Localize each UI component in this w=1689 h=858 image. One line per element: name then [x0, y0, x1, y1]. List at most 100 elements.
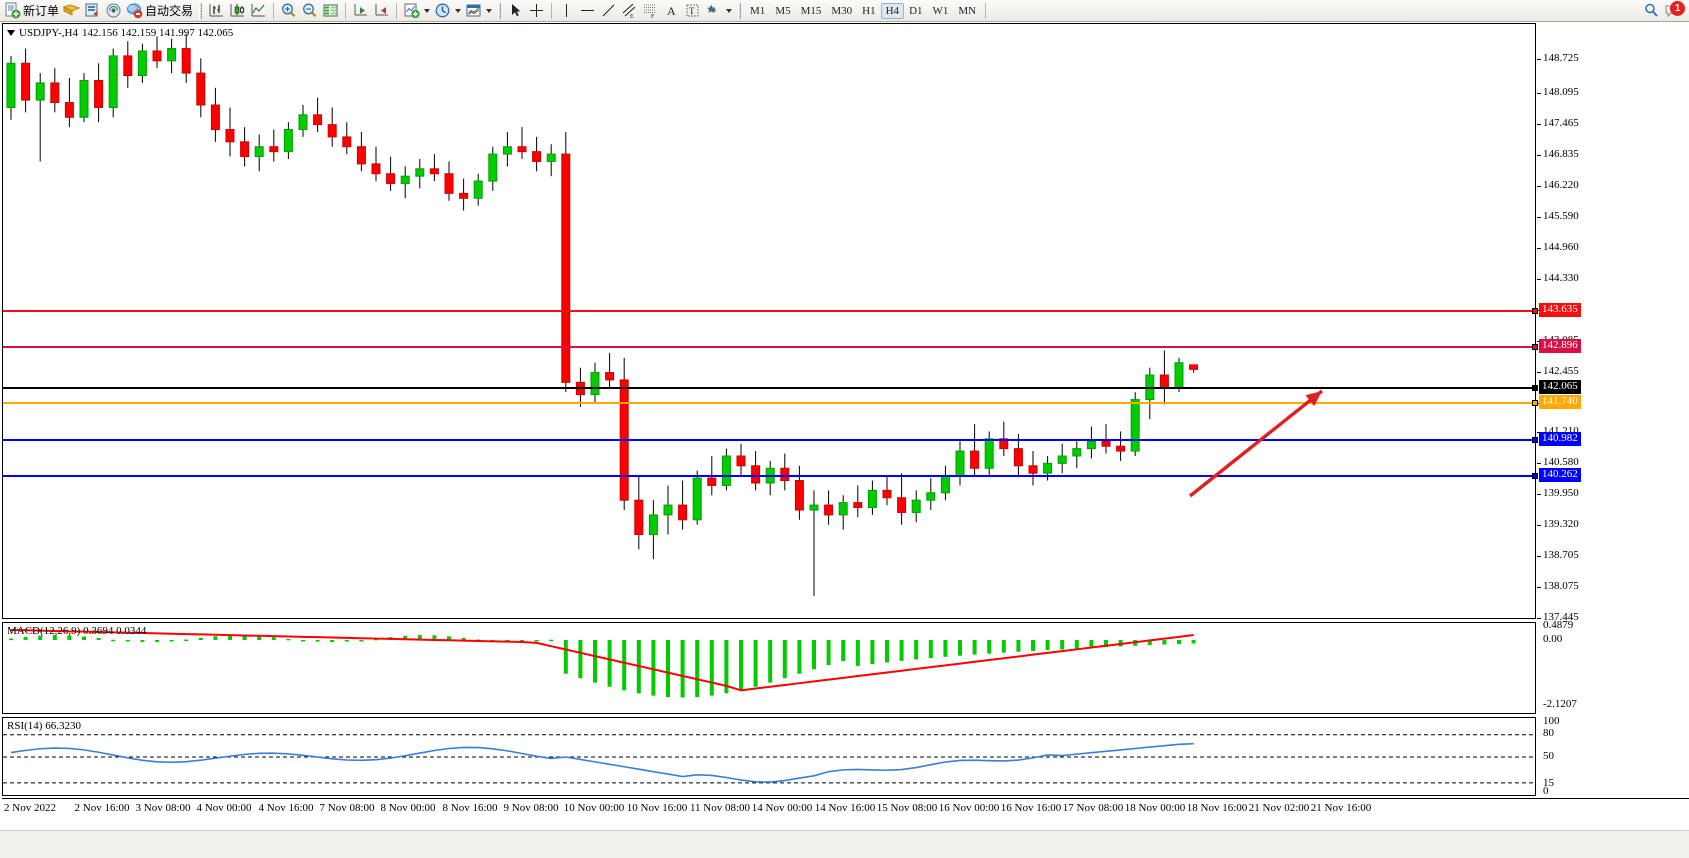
time-axis-label: 14 Nov 00:00 — [751, 802, 813, 814]
navigator-button[interactable] — [82, 1, 103, 21]
timeframe-w1[interactable]: W1 — [932, 4, 949, 17]
label-tool-button[interactable]: T — [682, 1, 703, 21]
bar-chart-button[interactable] — [206, 1, 227, 21]
signal-icon — [105, 2, 122, 19]
templates-caret-icon[interactable] — [486, 8, 493, 13]
vertical-line-tool-button[interactable] — [556, 1, 577, 21]
period-separator-button[interactable] — [432, 1, 463, 21]
price-line-anchor[interactable] — [1532, 473, 1538, 479]
support-line-orange-badge[interactable]: 141.740 — [1539, 395, 1581, 409]
text-tool-button[interactable]: A — [661, 1, 682, 21]
price-panel[interactable]: USDJPY-,H4 142.156 142.159 141.997 142.0… — [2, 23, 1538, 619]
chart-collapse-icon[interactable] — [7, 30, 15, 36]
search-button[interactable] — [1641, 1, 1662, 21]
add-indicator-button[interactable] — [401, 1, 432, 21]
toolbar-separator-5 — [985, 2, 987, 19]
timeframe-h4[interactable]: H4 — [880, 2, 905, 19]
price-panel-canvas[interactable] — [3, 24, 1535, 618]
timeframe-m1[interactable]: M1 — [750, 4, 766, 17]
new-order-button[interactable]: 新订单 — [2, 1, 61, 21]
price-tick-mark — [1537, 248, 1541, 249]
price-tick-mark — [1537, 155, 1541, 156]
zoom-out-icon — [301, 2, 318, 19]
macd-scale[interactable]: 0.4879 0.00 -2.1207 — [1537, 619, 1689, 714]
support-line-blue-2[interactable] — [3, 473, 1538, 479]
timeframe-m5[interactable]: M5 — [775, 4, 791, 17]
macd-panel[interactable]: MACD(12,26,9) 0.3694 0.0344 — [2, 622, 1536, 714]
fibonacci-tool-button[interactable]: F — [640, 1, 661, 21]
alerts-button[interactable]: 1 — [1662, 0, 1685, 21]
auto-scroll-button[interactable] — [350, 1, 371, 21]
time-axis-label: 2 Nov 16:00 — [74, 802, 130, 814]
support-line-orange[interactable] — [3, 400, 1538, 406]
current-price-line[interactable] — [3, 385, 1538, 391]
shapes-icon — [705, 2, 722, 19]
price-tick-mark — [1537, 463, 1541, 464]
candlestick-icon — [229, 2, 246, 19]
price-line-anchor[interactable] — [1532, 400, 1538, 406]
resistance-line-2[interactable] — [3, 344, 1538, 350]
time-axis-label: 4 Nov 16:00 — [258, 802, 314, 814]
price-line-anchor[interactable] — [1532, 437, 1538, 443]
support-line-blue-1[interactable] — [3, 437, 1538, 443]
price-tick-mark — [1537, 217, 1541, 218]
rsi-tick-label: 0 — [1543, 785, 1549, 797]
support-line-blue-1-badge[interactable]: 140.982 — [1539, 432, 1581, 446]
toolbar-grip-3[interactable] — [738, 2, 742, 19]
cursor-icon — [507, 2, 524, 19]
shapes-tool-button[interactable] — [703, 1, 734, 21]
time-axis[interactable]: 2 Nov 2022 2 Nov 16:00 3 Nov 08:00 4 Nov 00… — [2, 798, 1689, 824]
rsi-tick-label: 50 — [1543, 750, 1554, 762]
timeframe-mn[interactable]: MN — [958, 4, 977, 17]
price-tick-label: 148.095 — [1543, 86, 1579, 98]
data-window-button[interactable] — [320, 1, 341, 21]
macd-panel-canvas[interactable] — [3, 623, 1535, 713]
crosshair-tool-button[interactable] — [526, 1, 547, 21]
timeframe-m30[interactable]: M30 — [831, 4, 853, 17]
line-chart-button[interactable] — [248, 1, 269, 21]
status-bar — [0, 830, 1689, 858]
resistance-line-2-badge[interactable]: 142.896 — [1539, 339, 1581, 353]
add-indicator-caret-icon[interactable] — [424, 8, 431, 13]
timeframe-h1[interactable]: H1 — [862, 4, 876, 17]
price-tick-mark — [1537, 494, 1541, 495]
price-scale[interactable]: 148.725 148.095 147.465 146.835 146.220 145.5… — [1537, 23, 1689, 623]
auto-trading-button[interactable]: 自动交易 — [124, 1, 195, 21]
chart-area[interactable]: USDJPY-,H4 142.156 142.159 141.997 142.0… — [0, 22, 1689, 858]
horizontal-line-tool-button[interactable] — [577, 1, 598, 21]
rsi-panel[interactable]: RSI(14) 66.3230 — [2, 717, 1536, 796]
timeframe-d1[interactable]: D1 — [909, 4, 923, 17]
zoom-out-button[interactable] — [299, 1, 320, 21]
support-line-blue-2-badge[interactable]: 140.262 — [1539, 468, 1581, 482]
line-chart-icon — [250, 2, 267, 19]
current-price-line-badge[interactable]: 142.065 — [1539, 380, 1581, 394]
svg-text:T: T — [689, 6, 695, 16]
rsi-panel-canvas[interactable] — [3, 718, 1535, 795]
symbol-ohlc: 142.156 142.159 141.997 142.065 — [82, 27, 234, 39]
period-separator-caret-icon[interactable] — [455, 8, 462, 13]
shapes-caret-icon[interactable] — [726, 8, 733, 13]
price-line-anchor[interactable] — [1532, 308, 1538, 314]
price-line-anchor[interactable] — [1532, 344, 1538, 350]
cursor-tool-button[interactable] — [505, 1, 526, 21]
timeframe-m15[interactable]: M15 — [800, 4, 822, 17]
toolbar-grip-1[interactable] — [199, 2, 203, 19]
time-axis-label: 8 Nov 00:00 — [380, 802, 436, 814]
price-tick-label: 138.075 — [1543, 580, 1579, 592]
resistance-line-1[interactable] — [3, 308, 1538, 314]
price-line-anchor[interactable] — [1532, 385, 1538, 391]
zoom-in-button[interactable] — [278, 1, 299, 21]
resistance-line-1-badge[interactable]: 143.635 — [1539, 303, 1581, 317]
templates-button[interactable] — [463, 1, 494, 21]
expert-advisors-button[interactable] — [61, 1, 82, 21]
toolbar-grip-2[interactable] — [498, 2, 502, 19]
rsi-scale[interactable]: 100 80 50 15 0 — [1537, 715, 1689, 797]
macd-tick-label: 0.00 — [1543, 633, 1563, 645]
time-axis-label: 8 Nov 16:00 — [442, 802, 498, 814]
signals-button[interactable] — [103, 1, 124, 21]
trendline-tool-button[interactable] — [598, 1, 619, 21]
chart-shift-button[interactable] — [371, 1, 392, 21]
equidistant-channel-tool-button[interactable]: E — [619, 1, 640, 21]
candlestick-chart-button[interactable] — [227, 1, 248, 21]
time-axis-label: 4 Nov 00:00 — [196, 802, 252, 814]
